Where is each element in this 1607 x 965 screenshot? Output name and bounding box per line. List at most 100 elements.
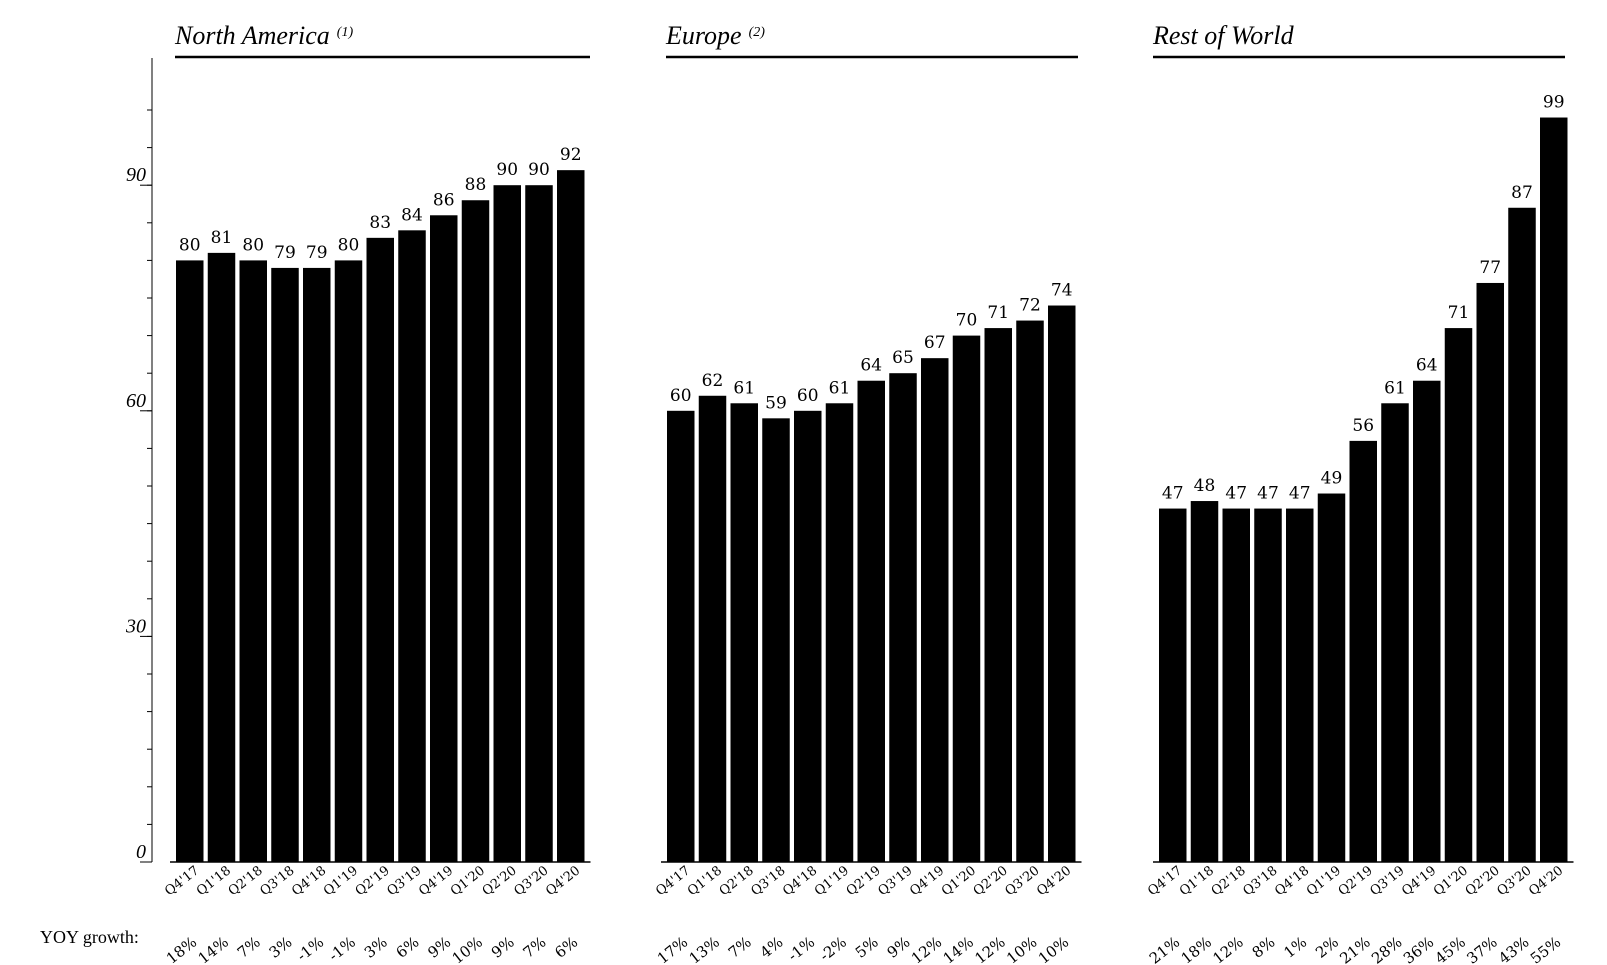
x-tick-label: Q1'20	[939, 863, 979, 899]
bar	[493, 185, 521, 862]
x-tick-label: Q2'18	[226, 863, 266, 899]
bar-value-label: 86	[433, 190, 455, 210]
bar	[557, 170, 585, 862]
yoy-growth-value: 37%	[1463, 933, 1500, 965]
y-tick-label: 60	[126, 390, 146, 412]
yoy-growth-value: 3%	[361, 933, 391, 962]
bar-value-label: 65	[892, 348, 914, 368]
bar	[1540, 117, 1568, 862]
x-tick-label: Q4'18	[1272, 863, 1312, 899]
bar-value-label: 90	[496, 160, 518, 180]
yoy-growth-value: 18%	[1178, 933, 1215, 965]
yoy-growth-value: 43%	[1495, 933, 1532, 965]
bar	[1048, 305, 1076, 862]
bar	[1349, 440, 1377, 862]
yoy-growth-value: 10%	[1035, 933, 1072, 965]
bar-value-label: 61	[829, 378, 851, 398]
x-tick-label: Q2'20	[971, 863, 1011, 899]
x-tick-label: Q3'18	[1240, 863, 1280, 899]
panel-title: North America	[174, 21, 330, 50]
x-tick-label: Q4'17	[162, 863, 202, 899]
x-tick-label: Q4'20	[1526, 863, 1566, 899]
bar-value-label: 71	[987, 303, 1009, 323]
bar	[461, 200, 490, 863]
x-tick-label: Q2'19	[353, 863, 393, 899]
yoy-growth-value: 1%	[1280, 933, 1310, 962]
yoy-growth-value: 12%	[971, 933, 1008, 965]
y-tick-label: 90	[126, 164, 146, 186]
yoy-growth-value: 12%	[1209, 933, 1246, 965]
bar-value-label: 48	[1194, 476, 1216, 496]
bar	[730, 403, 758, 862]
bar-value-label: 56	[1352, 416, 1374, 436]
yoy-growth-value: -1%	[293, 933, 327, 965]
yoy-growth-value: 14%	[195, 933, 232, 965]
x-tick-label: Q4'20	[1034, 863, 1074, 899]
bar	[1254, 508, 1282, 862]
bar-value-label: 83	[369, 213, 391, 233]
yoy-growth-value: 18%	[163, 933, 200, 965]
yoy-growth-value: -2%	[816, 933, 850, 965]
x-tick-label: Q4'19	[416, 863, 456, 899]
x-tick-label: Q1'18	[1177, 863, 1217, 899]
bar-value-label: 72	[1019, 296, 1041, 316]
bar-value-label: 74	[1051, 281, 1073, 301]
yoy-growth-value: 17%	[654, 933, 691, 965]
bar	[825, 403, 854, 862]
yoy-growth-value: 9%	[424, 933, 454, 962]
bar-value-label: 79	[306, 243, 328, 263]
x-tick-label: Q4'17	[1145, 863, 1185, 899]
bar-value-label: 79	[274, 243, 296, 263]
yoy-growth-value: 4%	[757, 933, 787, 962]
bar	[889, 373, 917, 862]
yoy-growth-value: 55%	[1527, 933, 1564, 965]
x-tick-label: Q4'18	[289, 863, 329, 899]
x-tick-label: Q4'20	[543, 863, 583, 899]
yoy-growth-value: 21%	[1146, 933, 1183, 965]
bar	[1413, 380, 1441, 862]
bar	[303, 267, 331, 862]
bar	[857, 380, 885, 862]
bar-value-label: 47	[1162, 484, 1184, 504]
bar	[1476, 282, 1504, 863]
bar-value-label: 47	[1225, 484, 1247, 504]
bar	[1508, 207, 1536, 862]
bar	[525, 185, 553, 862]
yoy-growth-value: 36%	[1400, 933, 1437, 965]
y-tick-label: 30	[125, 615, 146, 637]
bar-value-label: 80	[179, 235, 201, 255]
bar-value-label: 77	[1479, 258, 1501, 278]
yoy-growth-value: -1%	[784, 933, 818, 965]
yoy-growth-value: 9%	[488, 933, 518, 962]
panel-title: Europe	[665, 21, 742, 50]
bar	[984, 328, 1012, 863]
panel-title-footnote: (2)	[749, 25, 766, 40]
yoy-growth-value: 6%	[551, 933, 581, 962]
x-tick-label: Q3'19	[875, 863, 915, 899]
bar-value-label: 88	[465, 175, 487, 195]
x-tick-label: Q1'20	[448, 863, 488, 899]
x-tick-label: Q1'19	[812, 863, 852, 899]
yoy-growth-value: 3%	[266, 933, 296, 962]
bar	[334, 260, 363, 862]
yoy-growth-label: YOY growth:	[40, 927, 139, 947]
yoy-growth-value: 28%	[1368, 933, 1405, 965]
bar	[921, 358, 949, 862]
bar	[1190, 501, 1219, 862]
x-tick-label: Q3'20	[1494, 863, 1534, 899]
yoy-growth-value: 7%	[520, 933, 550, 962]
yoy-growth-value: -1%	[325, 933, 359, 965]
x-tick-label: Q3'19	[1367, 863, 1407, 899]
bar	[667, 410, 695, 862]
bar	[271, 267, 299, 862]
bar-value-label: 64	[1416, 356, 1438, 376]
bar	[398, 230, 426, 862]
bar	[952, 335, 981, 863]
x-tick-label: Q2'20	[1463, 863, 1503, 899]
panel-title: Rest of World	[1152, 21, 1295, 50]
bar	[207, 252, 236, 862]
bar	[1016, 320, 1044, 862]
x-tick-label: Q1'18	[685, 863, 725, 899]
bar	[1444, 328, 1473, 863]
